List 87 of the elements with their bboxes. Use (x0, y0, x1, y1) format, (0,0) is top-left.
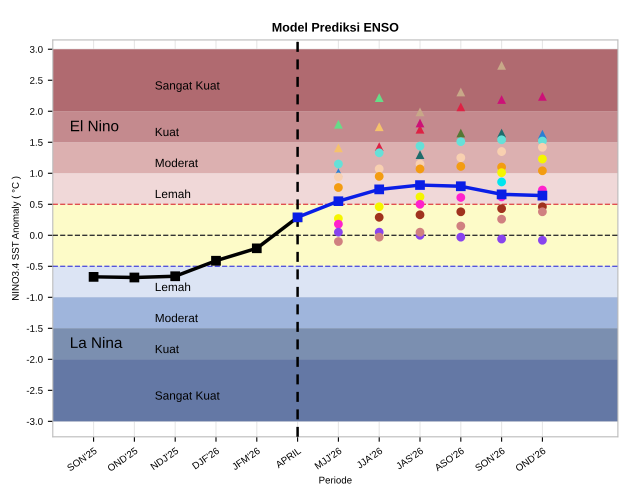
point (334, 183, 343, 192)
y-tick-label: -2.0 (26, 356, 43, 363)
point (538, 142, 547, 152)
point (456, 137, 466, 146)
point (374, 232, 384, 242)
band-label: Moderat (156, 158, 198, 168)
point (416, 107, 424, 116)
point (497, 234, 506, 244)
y-tick-label: 1.0 (30, 170, 43, 177)
y-tick-label: -3.0 (26, 418, 43, 425)
band-label: Lemah (156, 189, 190, 198)
point (456, 153, 466, 162)
point (374, 202, 384, 212)
chart-title: Model Prediksi ENSO (272, 22, 398, 32)
point (456, 207, 466, 216)
point (334, 237, 343, 246)
y-tick-label: 3.0 (30, 46, 43, 53)
point (334, 196, 344, 206)
point (497, 178, 506, 186)
point (497, 135, 506, 144)
point (416, 164, 424, 174)
point (497, 168, 506, 178)
point (334, 143, 343, 152)
point (88, 272, 98, 282)
point (538, 236, 547, 245)
point (497, 214, 506, 224)
y-axis-title: NINO3.4 SST Anomaly ( °C ) (12, 176, 21, 300)
point (374, 122, 384, 132)
point (374, 164, 384, 174)
point (538, 166, 547, 176)
band-label: Sangat Kuat (155, 81, 220, 92)
point (374, 148, 384, 158)
point (456, 222, 466, 230)
point (538, 92, 547, 101)
point (456, 181, 466, 192)
point (538, 190, 548, 200)
y-tick-label: -1.0 (26, 294, 43, 301)
y-tick-label: 2.0 (30, 108, 43, 115)
band-label: Lemah (156, 282, 190, 292)
point (416, 118, 424, 128)
y-tick-label: 2.5 (30, 76, 43, 84)
point (456, 232, 466, 242)
point (334, 172, 343, 182)
point (374, 172, 384, 181)
band-label: Kuat (156, 128, 179, 136)
point (170, 271, 180, 282)
point (538, 154, 547, 164)
point (252, 243, 262, 254)
band-label: Moderat (156, 314, 198, 322)
point (497, 60, 506, 70)
annotation: El Nino (70, 120, 118, 132)
point (334, 220, 343, 229)
point (496, 189, 506, 200)
y-tick-label: 1.5 (30, 139, 43, 146)
point (334, 120, 343, 129)
point (497, 95, 506, 104)
point (374, 93, 384, 102)
band-label: Kuat (156, 344, 179, 354)
point (374, 212, 384, 222)
point (130, 272, 140, 282)
band-label: Sangat Kuat (155, 391, 220, 402)
point (456, 193, 466, 202)
x-axis-title: Periode (319, 476, 352, 484)
y-tick-label: -1.5 (26, 325, 43, 332)
y-tick-label: 0.5 (30, 201, 43, 208)
point (415, 180, 425, 190)
y-tick-label: 0.0 (30, 232, 43, 239)
point (416, 150, 424, 160)
point (416, 192, 424, 202)
point (456, 88, 466, 96)
y-tick-label: -2.5 (26, 387, 43, 394)
point (334, 160, 343, 168)
point (456, 128, 466, 138)
point (416, 142, 424, 150)
y-tick-label: -0.5 (26, 263, 43, 270)
point (374, 184, 384, 194)
point (211, 256, 221, 266)
point (456, 102, 466, 112)
point (497, 204, 506, 214)
point (456, 162, 466, 171)
point (334, 228, 343, 237)
annotation: La Nina (70, 336, 122, 348)
point (497, 147, 506, 156)
point (538, 207, 547, 216)
point (416, 228, 424, 237)
point (416, 200, 424, 209)
point (416, 210, 424, 220)
